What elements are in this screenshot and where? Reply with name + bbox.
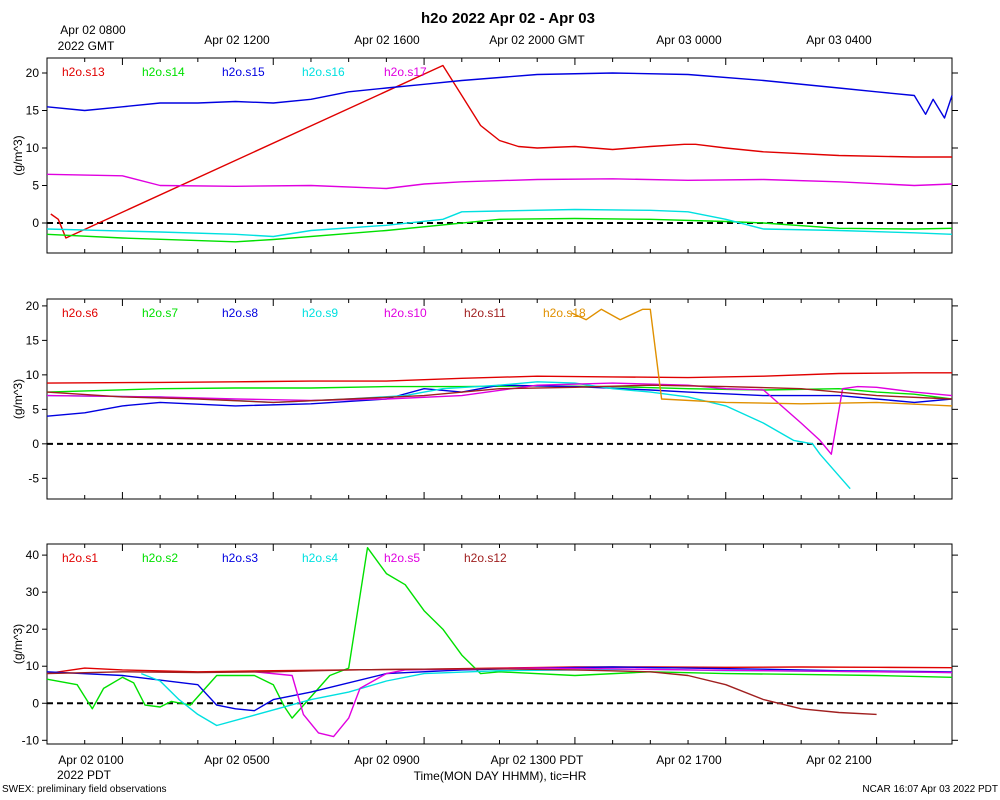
series-line-h2o-s4	[141, 668, 953, 727]
top-time-label: Apr 02 1200	[204, 33, 270, 47]
y-tick-label: 10	[26, 368, 40, 382]
chart-title: h2o 2022 Apr 02 - Apr 03	[421, 10, 595, 27]
legend-h2o-s18: h2o.s18	[543, 306, 586, 320]
legend-h2o-s13: h2o.s13	[62, 65, 105, 79]
y-tick-label: 30	[26, 585, 40, 599]
series-line-h2o-s17	[46, 173, 953, 190]
legend-h2o-s10: h2o.s10	[384, 306, 427, 320]
top-time-label: Apr 03 0400	[806, 33, 872, 47]
series-line-h2o-s15	[46, 72, 953, 119]
bottom-time-label: Apr 02 2100	[806, 753, 872, 767]
panel-3: -10 0 10 20 30 40 (g/m^3) h2o.s1 h2o.s2 h2o.s3 h2o…	[11, 543, 958, 747]
bottom-time-label: Apr 02 0500	[204, 753, 270, 767]
y-tick-label: -10	[22, 733, 40, 747]
y-axis-label: (g/m^3)	[11, 624, 25, 664]
legend-h2o-s7: h2o.s7	[142, 306, 178, 320]
bottom-time-sub: 2022 PDT	[57, 768, 112, 782]
top-time-label: Apr 02 0800	[60, 23, 126, 37]
series-line-h2o-s2	[46, 547, 953, 719]
series-line-h2o-s16	[46, 208, 953, 238]
series-line-h2o-s8	[46, 384, 953, 417]
footer-right: NCAR 16:07 Apr 03 2022 PDT	[862, 784, 998, 795]
series-line-h2o-s11	[46, 384, 953, 404]
y-axis-label: (g/m^3)	[11, 379, 25, 419]
panel-1: 0 5 10 15 20 (g/m^3) h2o.s13 h2o.s14 h2o.s15 h2o.…	[11, 57, 958, 254]
y-tick-label: 10	[26, 141, 40, 155]
series-line-h2o-s13	[50, 64, 952, 239]
y-tick-label: 20	[26, 299, 40, 313]
legend-h2o-s5: h2o.s5	[384, 551, 420, 565]
y-tick-label: 10	[26, 659, 40, 673]
y-tick-label: 0	[32, 216, 39, 230]
legend-h2o-s16: h2o.s16	[302, 65, 345, 79]
series-line-h2o-s12	[46, 668, 877, 716]
legend-h2o-s6: h2o.s6	[62, 306, 98, 320]
footer-left: SWEX: preliminary field observations	[2, 784, 167, 795]
panel-2: -5 0 5 10 15 20 (g/m^3) h2o.s6 h2o.s7 h2o.s8 h2o.s…	[11, 298, 958, 500]
top-time-label: Apr 02 2000 GMT	[489, 33, 585, 47]
top-time-label: Apr 03 0000	[656, 33, 722, 47]
series-line-h2o-s6	[46, 372, 952, 384]
y-tick-label: 20	[26, 66, 40, 80]
legend-h2o-s4: h2o.s4	[302, 551, 338, 565]
y-tick-label: 15	[26, 104, 40, 118]
bottom-time-label: Apr 02 0900	[354, 753, 420, 767]
legend-h2o-s11: h2o.s11	[464, 306, 506, 320]
y-tick-label: 20	[26, 622, 40, 636]
legend-h2o-s2: h2o.s2	[142, 551, 178, 565]
y-tick-label: 15	[26, 333, 40, 347]
legend-h2o-s8: h2o.s8	[222, 306, 258, 320]
panel-frame	[46, 543, 953, 745]
legend-h2o-s12: h2o.s12	[464, 551, 507, 565]
y-tick-label: 0	[32, 696, 39, 710]
legend-h2o-s15: h2o.s15	[222, 65, 265, 79]
top-time-axis: Apr 02 0800 Apr 02 1200 Apr 02 1600 Apr 02 …	[58, 23, 872, 53]
legend-h2o-s1: h2o.s1	[62, 551, 98, 565]
legend-h2o-s17: h2o.s17	[384, 65, 427, 79]
y-axis-label: (g/m^3)	[11, 135, 25, 175]
y-tick-label: -5	[28, 471, 39, 485]
bottom-time-label: Apr 02 1300 PDT	[491, 753, 584, 767]
top-time-sub: 2022 GMT	[58, 39, 115, 53]
bottom-time-label: Apr 02 0100	[58, 753, 124, 767]
top-time-label: Apr 02 1600	[354, 33, 420, 47]
x-axis-label: Time(MON DAY HHMM), tic=HR	[414, 769, 587, 783]
series-line-h2o-s18	[570, 308, 953, 407]
bottom-time-axis: Apr 02 0100 Apr 02 0500 Apr 02 0900 Apr 02 …	[57, 753, 872, 782]
series-line-h2o-s14	[46, 217, 953, 243]
y-tick-label: 5	[32, 179, 39, 193]
legend-h2o-s14: h2o.s14	[142, 65, 185, 79]
y-tick-label: 0	[32, 437, 39, 451]
legend-h2o-s3: h2o.s3	[222, 551, 258, 565]
legend-h2o-s9: h2o.s9	[302, 306, 338, 320]
y-tick-label: 5	[32, 402, 39, 416]
y-tick-label: 40	[26, 548, 40, 562]
bottom-time-label: Apr 02 1700	[656, 753, 722, 767]
